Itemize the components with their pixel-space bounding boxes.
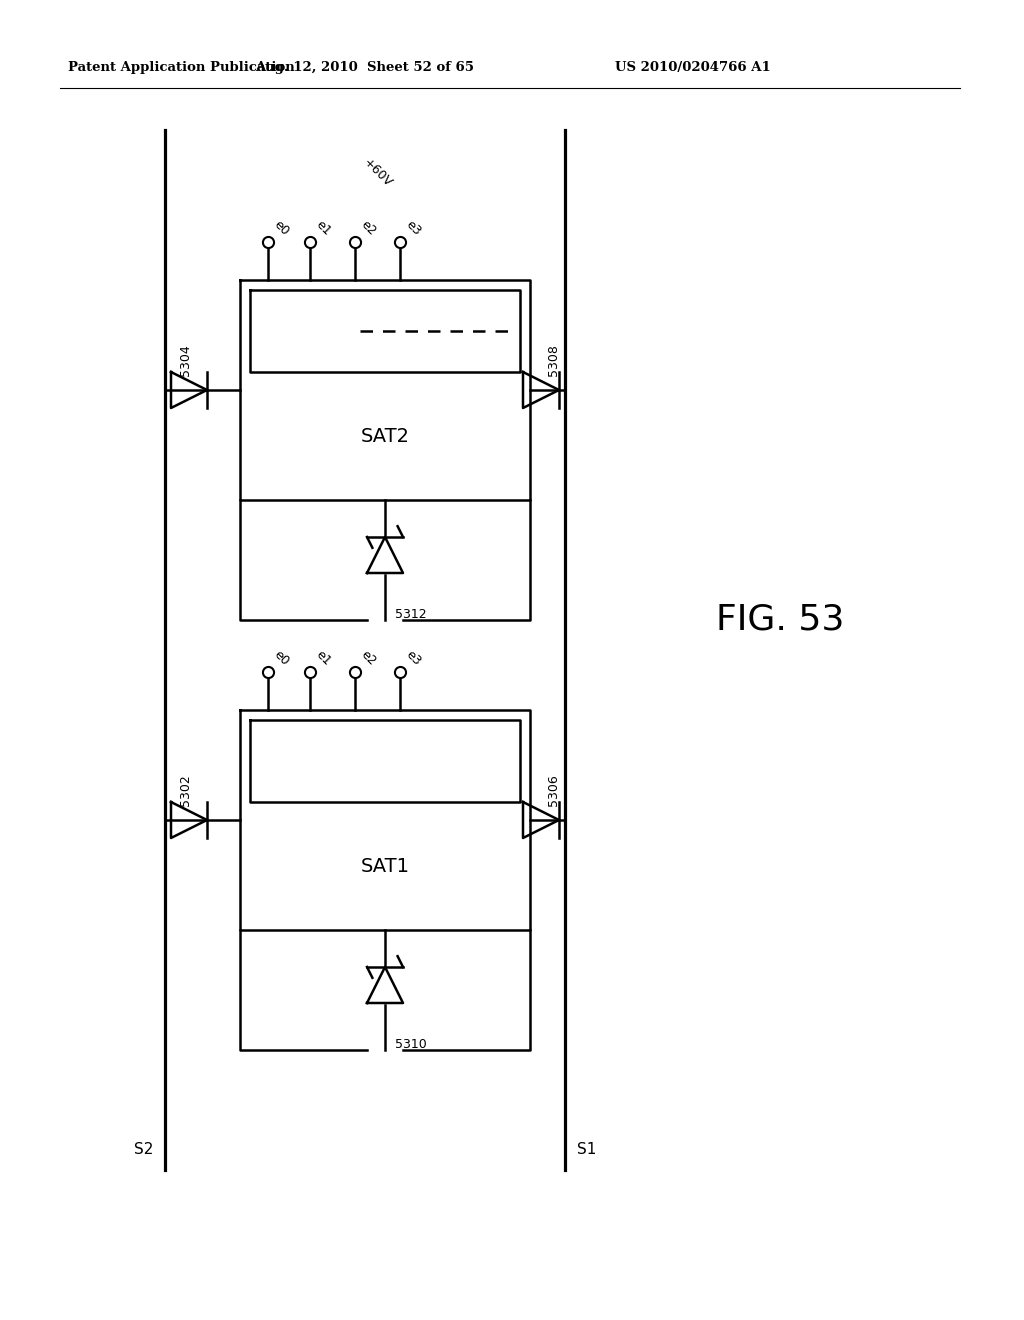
Text: S2: S2 [133,1143,153,1158]
Text: e0: e0 [271,218,292,238]
Text: e2: e2 [358,218,378,238]
Text: Aug. 12, 2010  Sheet 52 of 65: Aug. 12, 2010 Sheet 52 of 65 [256,62,474,74]
Text: e2: e2 [358,648,378,668]
Text: Patent Application Publication: Patent Application Publication [68,62,295,74]
Text: 5308: 5308 [547,345,560,376]
Text: 5312: 5312 [395,609,427,620]
Text: 5302: 5302 [179,774,193,805]
Text: e0: e0 [271,648,292,668]
Text: US 2010/0204766 A1: US 2010/0204766 A1 [615,62,771,74]
Text: S1: S1 [577,1143,596,1158]
Text: SAT1: SAT1 [360,857,410,875]
Text: +60V: +60V [361,156,395,190]
Text: 5304: 5304 [179,345,193,376]
Text: e3: e3 [403,218,423,238]
Text: SAT2: SAT2 [360,426,410,446]
Text: e1: e1 [313,218,333,238]
Text: 5306: 5306 [547,774,560,805]
Text: 5310: 5310 [395,1038,427,1051]
Text: e3: e3 [403,648,423,668]
Text: e1: e1 [313,648,333,668]
Text: FIG. 53: FIG. 53 [716,603,844,638]
